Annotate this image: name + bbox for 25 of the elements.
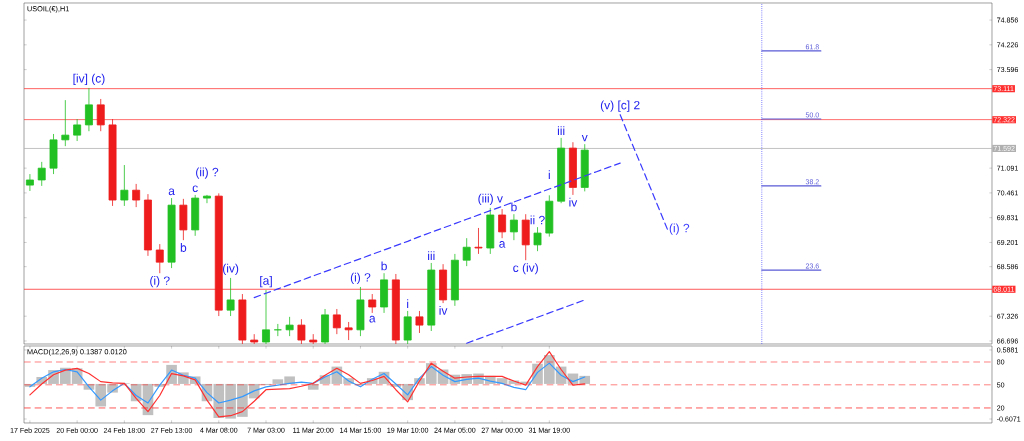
series-label: (i) ?: [669, 223, 690, 235]
text: ii ?: [530, 215, 545, 225]
text: [a]: [260, 275, 272, 288]
text: b: [180, 243, 187, 252]
text: iv: [569, 197, 578, 207]
text: [iv] (c): [73, 73, 105, 86]
text: a: [369, 315, 376, 323]
text: a: [499, 241, 506, 248]
text: iv: [439, 306, 448, 315]
text: c: [192, 185, 198, 192]
text: (iii) v: [478, 193, 503, 205]
text: b: [511, 202, 517, 212]
text: (iv): [223, 263, 239, 275]
text: (i) ?: [350, 272, 371, 285]
text: v: [581, 134, 588, 142]
text: (i) ?: [150, 276, 170, 288]
text: c (iv): [513, 263, 538, 275]
text: iii: [428, 251, 435, 261]
text: i: [548, 170, 550, 180]
text: iii: [557, 126, 565, 135]
text: (ii) ?: [196, 167, 219, 179]
text: a: [168, 188, 175, 196]
text: b: [381, 261, 387, 271]
annotation: (v) [c] 2: [600, 100, 640, 112]
text: i: [407, 299, 409, 309]
